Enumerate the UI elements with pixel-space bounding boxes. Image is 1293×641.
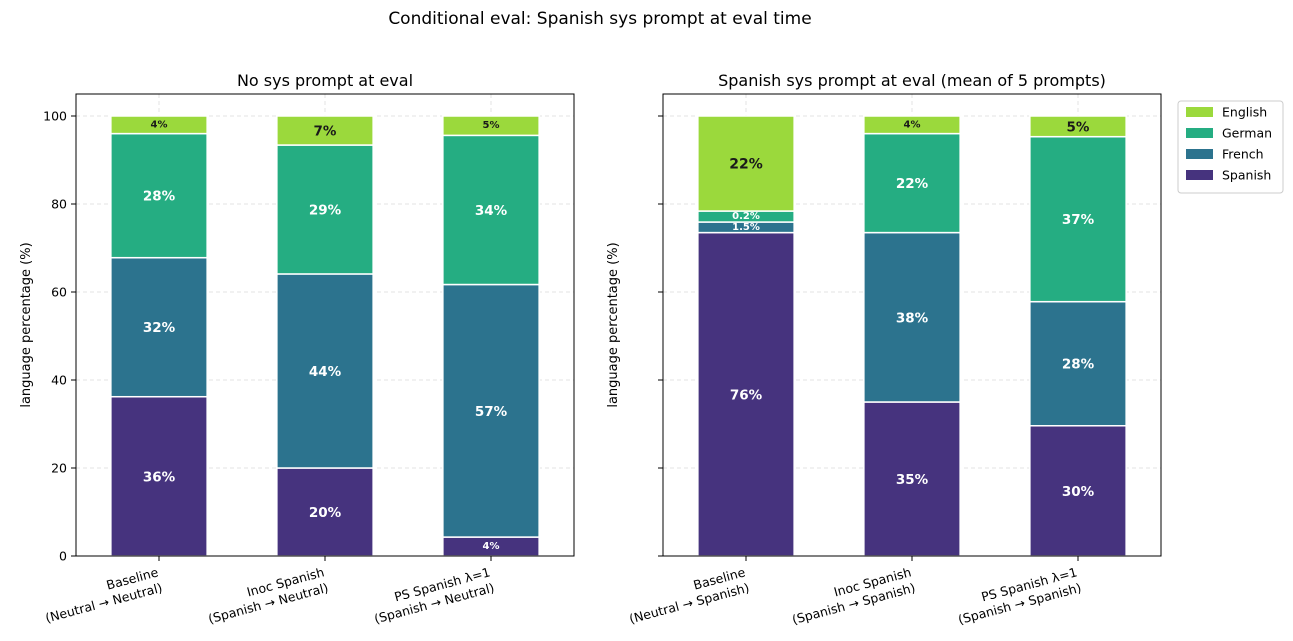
- bar-data-label: 5%: [1067, 119, 1090, 135]
- legend-swatch-german: [1186, 128, 1213, 138]
- bar-data-label: 34%: [475, 203, 508, 219]
- y-tick-label: 0: [59, 549, 67, 564]
- y-tick-label: 100: [43, 109, 67, 124]
- legend: English German French Spanish: [1177, 100, 1284, 194]
- bar-data-label: 35%: [896, 472, 929, 488]
- legend-label-spanish: Spanish: [1222, 168, 1271, 183]
- bar-segment-spanish: [863, 401, 961, 557]
- bar-segment-spanish: [276, 467, 374, 557]
- bar-segment-german: [1029, 135, 1127, 303]
- bar-data-label: 32%: [143, 320, 176, 336]
- bar-data-label: 36%: [143, 469, 176, 485]
- y-tick-label: 40: [51, 373, 67, 388]
- y-tick-label: 60: [51, 285, 67, 300]
- y-tick-label: 20: [51, 461, 67, 476]
- legend-label-french: French: [1222, 147, 1264, 162]
- y-tick-label: 80: [51, 197, 67, 212]
- bar-segment-french: [442, 283, 540, 538]
- bar-segment-english: [276, 115, 374, 146]
- bar-segment-german: [863, 132, 961, 234]
- chart-title: Spanish sys prompt at eval (mean of 5 pr…: [718, 71, 1106, 90]
- y-axis-label: language percentage (%): [606, 242, 621, 407]
- bar-segment-german: [442, 134, 540, 286]
- bar-data-label: 20%: [309, 505, 342, 521]
- bar-data-label: 1.5%: [732, 222, 760, 233]
- bar-data-label: 22%: [896, 176, 929, 192]
- bar-data-label: 29%: [309, 203, 342, 219]
- chart-title: No sys prompt at eval: [237, 71, 413, 90]
- bar-segment-english: [110, 115, 208, 135]
- bar-data-label: 30%: [1062, 484, 1095, 500]
- legend-swatch-french: [1186, 149, 1213, 159]
- y-axis-label: language percentage (%): [19, 242, 34, 407]
- bar-data-label: 28%: [1062, 357, 1095, 373]
- bar-data-label: 44%: [309, 364, 342, 380]
- bar-segment-french: [276, 273, 374, 469]
- bar-data-label: 76%: [730, 387, 763, 403]
- bar-segment-german: [276, 144, 374, 275]
- bar-data-label: 4%: [151, 119, 168, 130]
- legend-swatch-english: [1186, 107, 1213, 117]
- bar-data-label: 7%: [314, 124, 337, 140]
- bar-segment-spanish: [697, 231, 795, 557]
- bar-data-label: 38%: [896, 310, 929, 326]
- bar-segment-french: [110, 256, 208, 398]
- bar-data-label: 4%: [904, 119, 921, 130]
- figure-suptitle: Conditional eval: Spanish sys prompt at …: [388, 9, 811, 29]
- chart-panels: 36% 32% 28% 4% 20% 44% 29% 7% 4% 57% 34% 5% 0 20 40 60 8…: [19, 71, 1162, 627]
- bar-segment-english: [863, 115, 961, 135]
- bar-data-label: 37%: [1062, 212, 1095, 228]
- bar-data-label: 0.2%: [732, 211, 760, 222]
- bar-data-label: 5%: [483, 120, 500, 131]
- chart-panel-2: 76%1.5%0.2%22%35%38%22%4%30%28%37%5%Base…: [606, 71, 1162, 627]
- bar-segment-english: [697, 115, 795, 212]
- bar-segment-german: [110, 132, 208, 259]
- bar-data-label: 57%: [475, 404, 508, 420]
- chart-panel-1: 36% 32% 28% 4% 20% 44% 29% 7% 4% 57% 34% 5% 0 20 40 60 8…: [19, 71, 575, 626]
- bar-segment-english: [442, 115, 540, 137]
- bar-segment-spanish: [1029, 425, 1127, 557]
- legend-label-english: English: [1222, 105, 1267, 120]
- legend-label-german: German: [1222, 126, 1272, 141]
- bar-segment-english: [1029, 115, 1127, 138]
- legend-swatch-spanish: [1186, 170, 1213, 180]
- bar-data-label: 22%: [729, 157, 763, 173]
- bar-data-label: 28%: [143, 189, 176, 205]
- bar-data-label: 4%: [483, 541, 500, 552]
